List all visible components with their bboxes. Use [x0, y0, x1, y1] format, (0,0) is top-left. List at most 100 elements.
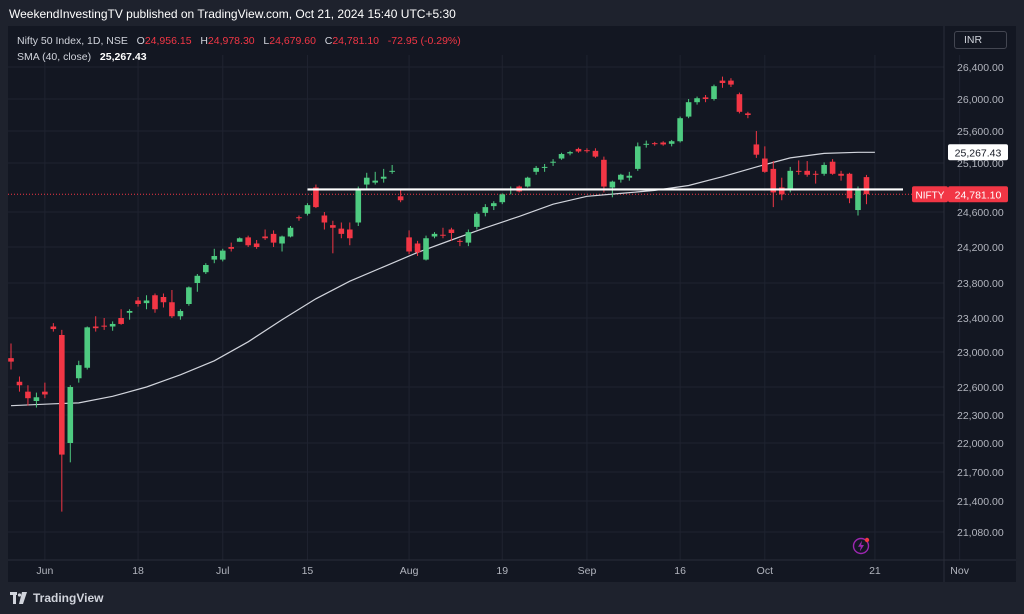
candle — [194, 274, 201, 292]
candle — [135, 297, 141, 307]
candle — [59, 329, 65, 512]
candle — [643, 140, 650, 148]
tradingview-logo-icon — [10, 592, 27, 604]
candle-body — [313, 187, 319, 208]
time-tick-label: 21 — [869, 565, 881, 577]
candle — [101, 318, 107, 330]
currency-button[interactable]: INR — [954, 31, 1007, 49]
candle — [567, 150, 573, 156]
candle — [550, 159, 556, 166]
candle — [431, 232, 438, 239]
candle — [448, 227, 455, 241]
candle-body — [812, 173, 819, 175]
candle-body — [42, 391, 48, 395]
candle-body — [482, 207, 489, 213]
candle-body — [347, 229, 353, 239]
candle — [270, 230, 277, 247]
candle-body — [143, 300, 150, 304]
price-tick-label: 25,100.00 — [957, 158, 1004, 170]
symbol-label[interactable]: Nifty 50 Index, 1D, NSE — [17, 35, 128, 47]
symbol-tag-label: NIFTY — [916, 190, 945, 201]
symbol-price-tag — [912, 186, 948, 203]
time-tick-label: Nov — [950, 565, 969, 577]
candle — [702, 95, 709, 103]
candle-body — [84, 327, 91, 368]
candle-body — [728, 80, 734, 85]
chart-panel[interactable] — [8, 26, 1016, 582]
candle-body — [702, 97, 709, 99]
candle-body — [838, 173, 844, 176]
sma-label[interactable]: SMA (40, close) — [17, 51, 92, 63]
candle-body — [431, 233, 438, 237]
candle-body — [719, 80, 726, 83]
candle-body — [778, 187, 785, 195]
candle-body — [126, 311, 133, 313]
candle — [380, 168, 387, 183]
price-tick-label: 23,000.00 — [957, 347, 1004, 359]
candle-body — [736, 94, 743, 112]
candle — [474, 212, 480, 230]
candle — [25, 385, 31, 406]
open-label: O — [136, 35, 145, 47]
candle-body — [541, 166, 548, 168]
candle — [372, 171, 379, 185]
candle — [160, 293, 167, 308]
candle-body — [575, 148, 582, 152]
candle-body — [592, 150, 599, 157]
candle-body — [677, 118, 683, 142]
candle — [67, 385, 74, 463]
open-value: 24,956.15 — [144, 35, 192, 47]
candle — [668, 139, 675, 147]
candle — [50, 323, 57, 332]
candle — [482, 204, 489, 217]
candle-body — [330, 225, 336, 228]
tradingview-brand[interactable]: TradingView — [10, 591, 103, 605]
candle — [126, 309, 133, 320]
candle-body — [414, 243, 421, 253]
candle — [33, 392, 40, 408]
candle-body — [169, 302, 175, 317]
candle — [245, 235, 251, 247]
candle-body — [397, 196, 404, 201]
candle-body — [152, 295, 158, 310]
price-tick-label: 26,400.00 — [957, 62, 1004, 74]
time-tick-label: 16 — [674, 565, 686, 577]
candle — [685, 99, 692, 119]
candle-body — [762, 158, 768, 172]
candle — [8, 343, 14, 370]
candle-body — [567, 152, 573, 154]
candle — [465, 229, 472, 247]
candle-body — [626, 175, 633, 178]
candle-body — [203, 265, 209, 273]
price-tick-label: 21,400.00 — [957, 496, 1004, 508]
candle-body — [75, 365, 82, 379]
candle-body — [745, 113, 751, 115]
candle-body — [821, 164, 827, 174]
candle — [16, 376, 23, 392]
candle-body — [67, 387, 74, 443]
candle — [634, 142, 641, 171]
close-value: 24,781.10 — [332, 35, 380, 47]
lightning-icon[interactable] — [852, 537, 870, 555]
candle-body — [194, 275, 201, 283]
candle — [363, 172, 370, 190]
candle — [651, 141, 658, 146]
candle-body — [355, 188, 362, 223]
candle — [821, 162, 827, 176]
candle-body — [372, 180, 379, 183]
candle-body — [550, 161, 556, 163]
candle-body — [321, 215, 328, 223]
price-tick-label: 21,080.00 — [957, 527, 1004, 539]
price-tick-label: 24,600.00 — [957, 207, 1004, 219]
price-tick-label: 21,700.00 — [957, 467, 1004, 479]
candle-body — [245, 237, 251, 246]
candle — [677, 116, 683, 143]
sma-price-label: 25,267.43 — [955, 147, 1002, 159]
candle-body — [457, 240, 463, 242]
candle-body — [304, 205, 311, 214]
candle — [296, 215, 302, 221]
price-tick-label: 22,300.00 — [957, 410, 1004, 422]
price-tick-label: 26,000.00 — [957, 94, 1004, 106]
time-tick-label: Aug — [400, 565, 419, 577]
